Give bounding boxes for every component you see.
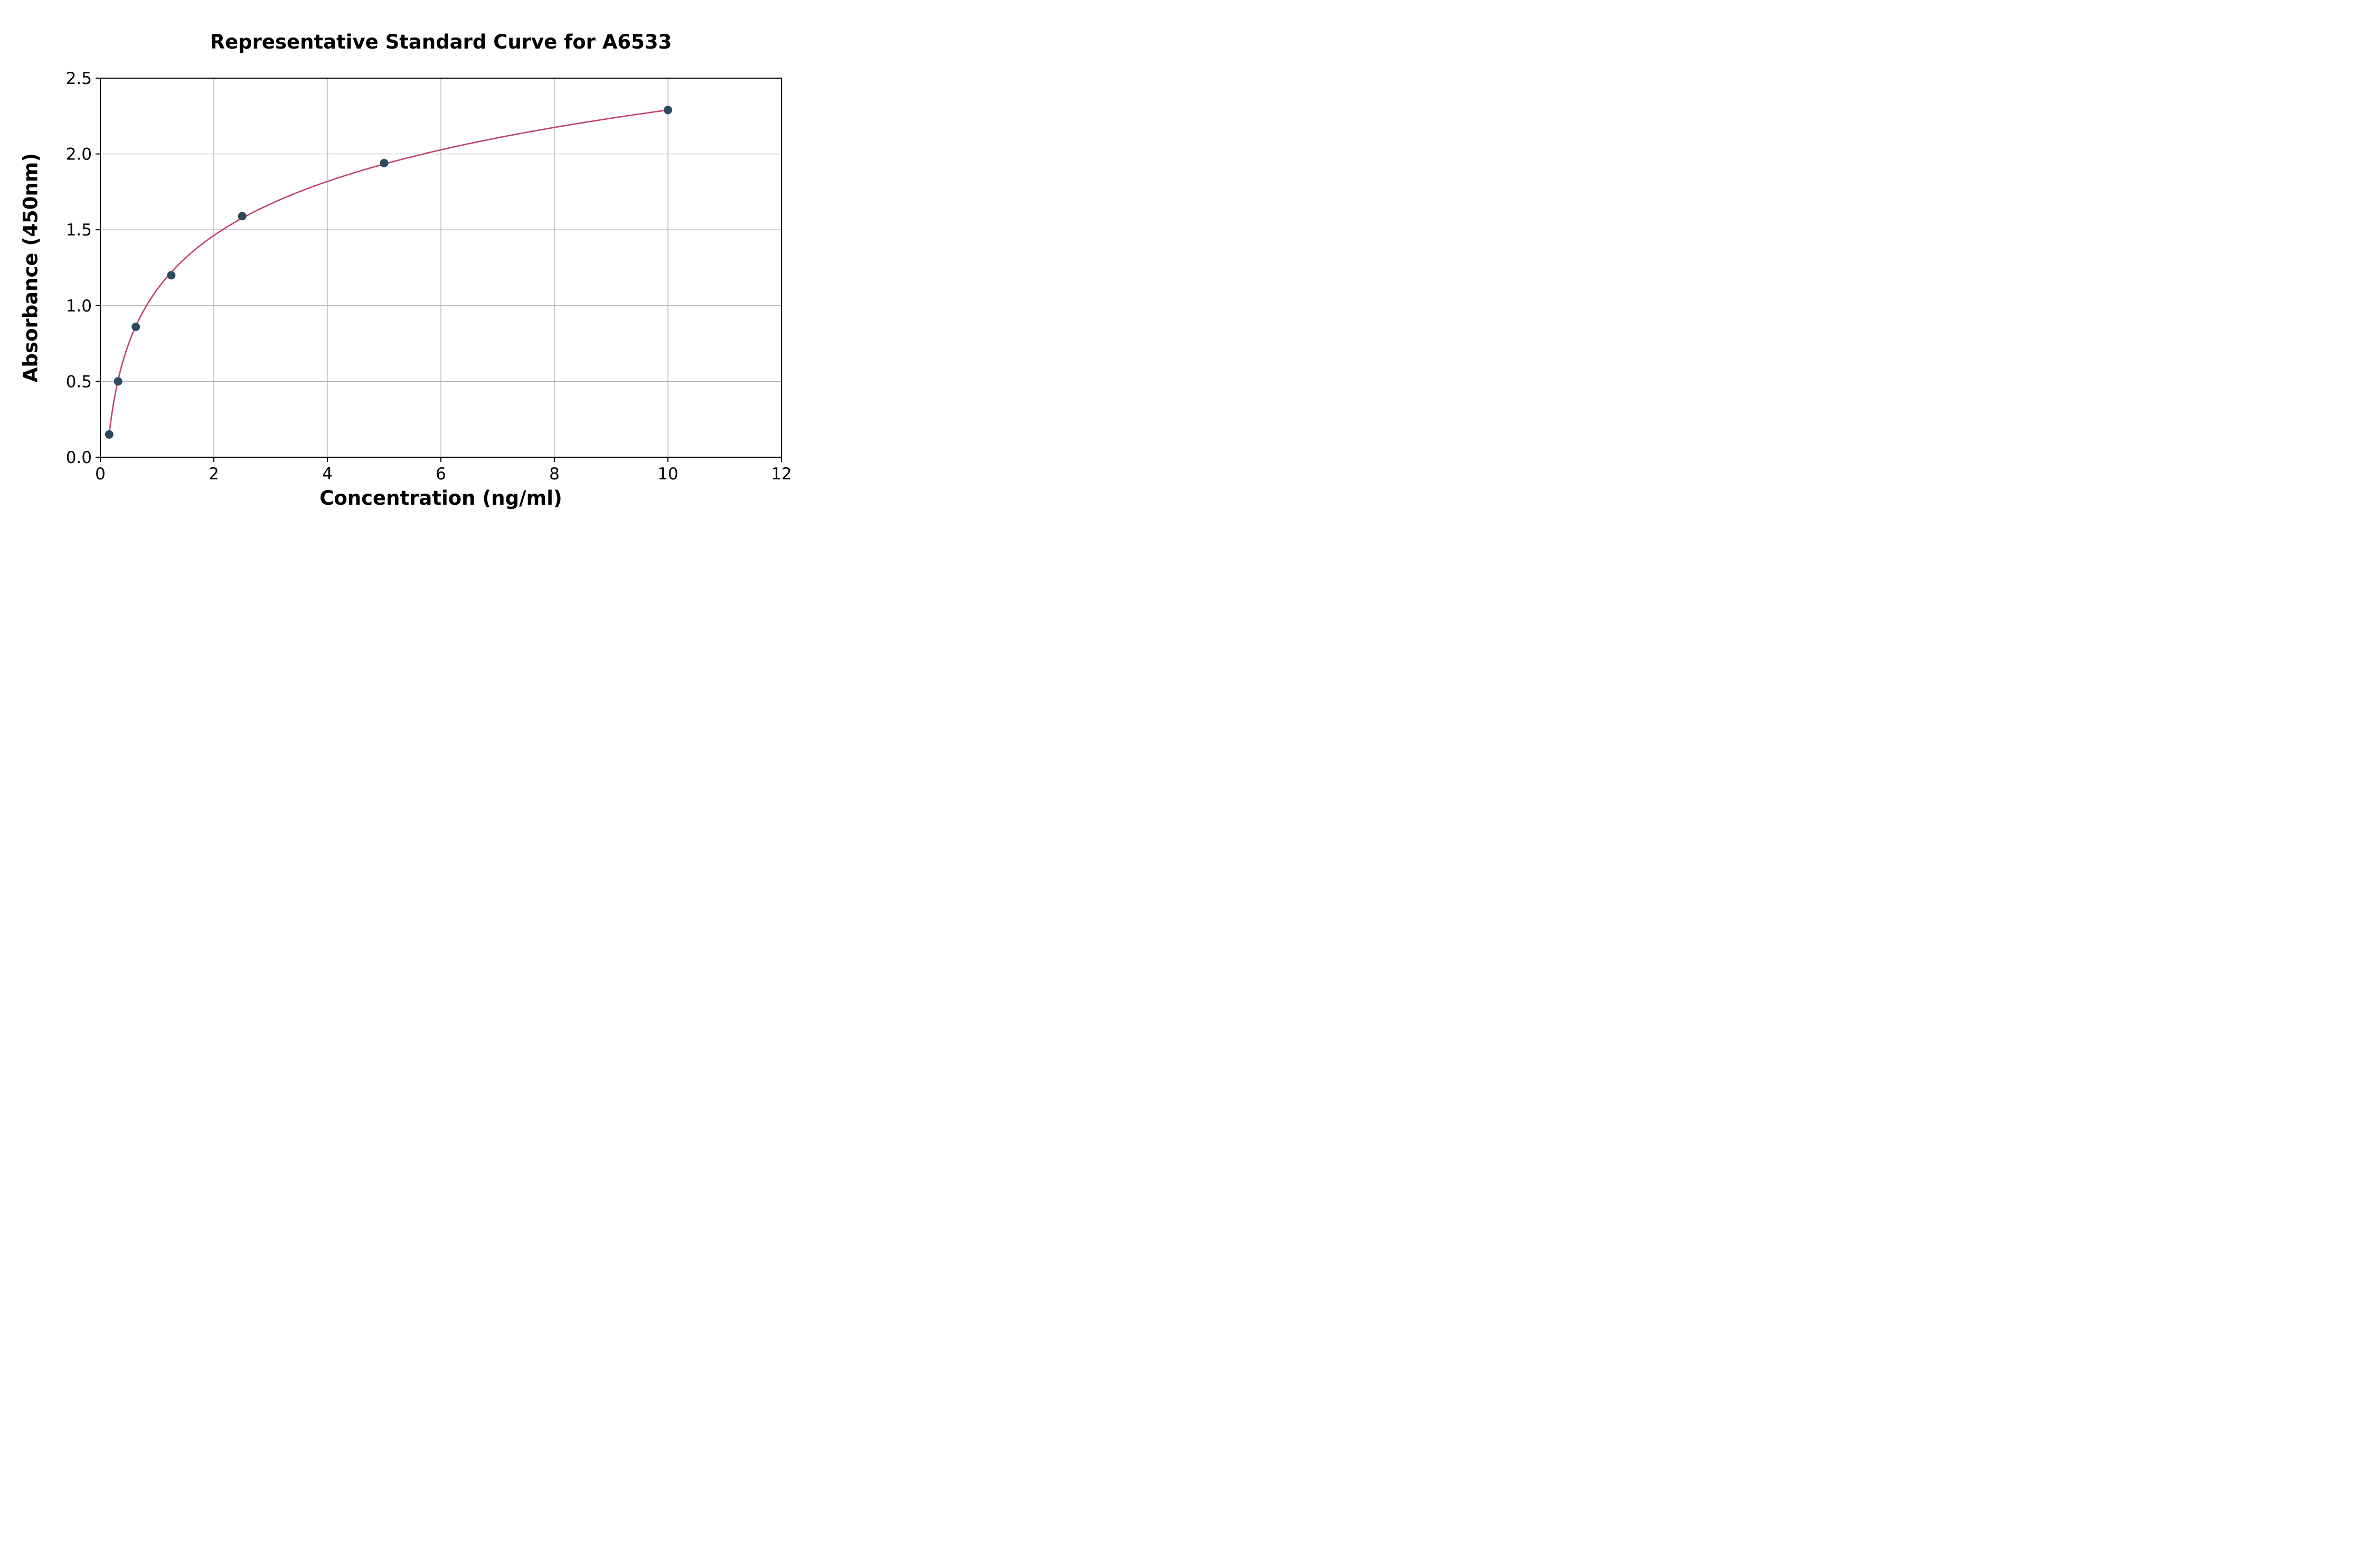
- chart-title: Representative Standard Curve for A6533: [210, 31, 672, 53]
- y-tick-label: 1.0: [66, 297, 92, 316]
- y-tick-label: 0.5: [66, 372, 92, 391]
- y-tick-label: 0.0: [66, 448, 92, 467]
- x-tick-label: 2: [209, 465, 219, 484]
- x-tick-label: 6: [436, 465, 446, 484]
- data-point: [105, 430, 114, 439]
- fit-curve: [108, 109, 668, 435]
- x-tick-label: 4: [322, 465, 333, 484]
- x-tick-label: 12: [771, 465, 791, 484]
- data-point: [380, 158, 389, 167]
- y-axis-label: Absorbance (450nm): [19, 153, 42, 383]
- x-tick-label: 8: [549, 465, 560, 484]
- y-tick-label: 2.0: [66, 145, 92, 164]
- x-tick-label: 10: [657, 465, 678, 484]
- x-axis-label: Concentration (ng/ml): [319, 487, 562, 509]
- standard-curve-plot: 0 2 4 6 8 10 12 0.0 0.5 1.0 1.5 2.0 2.5: [66, 69, 792, 484]
- data-point: [114, 377, 122, 386]
- data-point: [238, 212, 247, 221]
- data-point: [664, 106, 672, 115]
- x-tick-label: 0: [95, 465, 106, 484]
- data-point: [167, 271, 176, 280]
- data-point: [131, 323, 140, 332]
- y-tick-label: 1.5: [66, 221, 92, 240]
- y-tick-label: 2.5: [66, 69, 92, 88]
- standard-curve-figure: 0 2 4 6 8 10 12 0.0 0.5 1.0 1.5 2.0 2.5 Representati…: [0, 0, 792, 523]
